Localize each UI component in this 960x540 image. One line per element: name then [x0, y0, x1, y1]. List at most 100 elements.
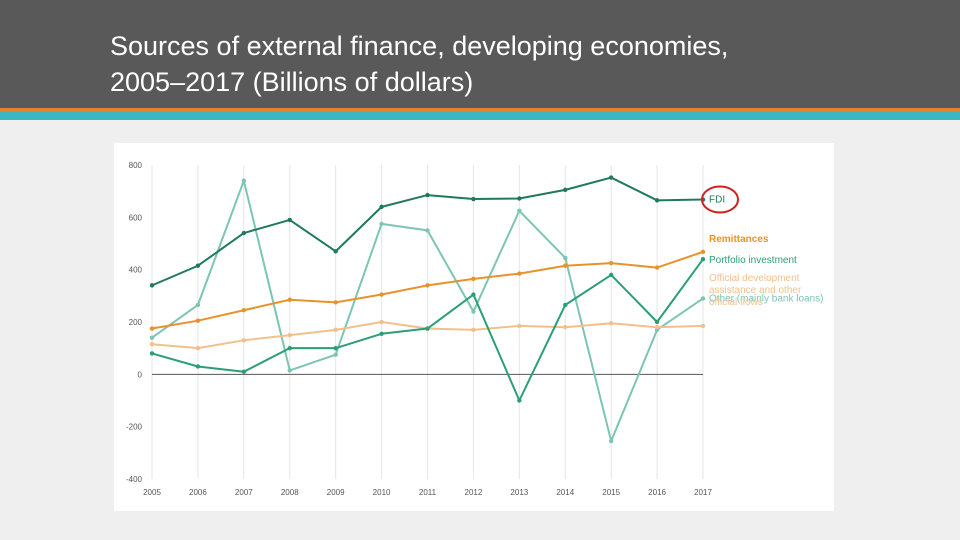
y-tick-label-600: 600	[129, 213, 143, 222]
data-point-official-development-assistance-and-other-official-flows-2012	[471, 327, 476, 333]
series-fdi	[149, 175, 706, 288]
x-tick-label-2005: 2005	[143, 488, 161, 497]
legend-label-remittances: Remittances	[709, 234, 769, 245]
y-tick-label-800: 800	[129, 161, 143, 170]
data-point-portfolio-investment-2012	[471, 292, 476, 297]
legend-layer: Other (mainly bank loans)Official develo…	[701, 185, 824, 308]
legend-label-line-portfolio-investment-1: Portfolio investment	[709, 255, 797, 266]
data-point-other-mainly-bank-loans-2012	[471, 309, 476, 314]
data-point-official-development-assistance-and-other-official-flows-2006	[195, 345, 201, 351]
legend-label-line-official-development-assistance-and-other-official-flows-2: assistance and other	[709, 285, 802, 296]
x-tick-label-2017: 2017	[694, 488, 712, 497]
data-point-other-mainly-bank-loans-2013	[517, 208, 522, 213]
data-point-other-mainly-bank-loans-2014	[563, 255, 568, 261]
series-portfolio-investment	[149, 257, 706, 403]
data-point-other-mainly-bank-loans-2017	[700, 296, 706, 301]
slide-title-line-1: Sources of external finance, developing …	[110, 31, 729, 61]
data-point-fdi-2015	[608, 175, 614, 180]
x-tick-label-2016: 2016	[648, 488, 666, 497]
data-point-remittances-2015	[608, 260, 614, 266]
data-point-portfolio-investment-2010	[379, 331, 384, 336]
data-point-portfolio-investment-2008	[287, 345, 292, 351]
legend-label-line-official-development-assistance-and-other-official-flows-1: Official development	[709, 273, 800, 284]
data-point-fdi-2012	[471, 196, 476, 202]
data-point-official-development-assistance-and-other-official-flows-2005	[149, 342, 155, 347]
highlight-circle	[701, 185, 739, 214]
y-tick-label--400: -400	[126, 475, 143, 484]
legend-label-other-mainly-bank-loans: Other (mainly bank loans)	[709, 293, 824, 304]
data-point-portfolio-investment-2015	[608, 272, 614, 278]
axis-layer: 2005 2006 2007 2008 2009 2010 2011 2012 2013 2014…	[126, 161, 712, 497]
chart-panel: 2005 2006 2007 2008 2009 2010 2011 2012 2013 2014…	[114, 143, 834, 511]
data-point-fdi-2016	[654, 198, 660, 203]
data-point-remittances-2011	[425, 283, 430, 288]
data-point-portfolio-investment-2007	[241, 369, 247, 374]
line-chart: 2005 2006 2007 2008 2009 2010 2011 2012 2013 2014…	[126, 161, 824, 497]
data-point-official-development-assistance-and-other-official-flows-2010	[379, 319, 384, 325]
data-point-other-mainly-bank-loans-2007	[241, 178, 247, 183]
y-tick-label--200: -200	[126, 423, 143, 432]
x-tick-label-2006: 2006	[189, 488, 207, 497]
data-point-remittances-2010	[379, 292, 384, 297]
series-layer	[149, 175, 706, 444]
y-tick-label-400: 400	[129, 266, 143, 275]
data-point-remittances-2006	[195, 318, 201, 323]
data-point-remittances-2005	[149, 326, 155, 331]
data-point-remittances-2012	[471, 276, 476, 282]
data-point-fdi-2009	[333, 249, 338, 254]
grid-layer	[151, 165, 704, 479]
data-point-official-development-assistance-and-other-official-flows-2009	[333, 327, 338, 333]
accent-stripe-orange	[0, 108, 960, 112]
legend-label-line-other-mainly-bank-loans-1: Other (mainly bank loans)	[709, 293, 824, 304]
legend-label-fdi: FDI	[709, 195, 725, 206]
data-point-remittances-2016	[654, 265, 660, 270]
legend-label-portfolio-investment: Portfolio investment	[709, 255, 797, 266]
x-tick-label-2010: 2010	[373, 488, 391, 497]
data-point-portfolio-investment-2017	[700, 257, 706, 262]
legend-label-line-official-development-assistance-and-other-official-flows-3: official flows	[709, 297, 763, 308]
x-tick-label-2013: 2013	[510, 488, 528, 497]
data-point-remittances-2007	[241, 308, 247, 313]
data-point-fdi-2013	[517, 196, 522, 201]
data-point-remittances-2008	[287, 297, 292, 302]
data-point-fdi-2011	[425, 192, 430, 198]
data-point-official-development-assistance-and-other-official-flows-2008	[287, 332, 292, 338]
data-point-official-development-assistance-and-other-official-flows-2013	[517, 323, 522, 329]
data-point-official-development-assistance-and-other-official-flows-2016	[654, 325, 660, 330]
data-point-official-development-assistance-and-other-official-flows-2014	[563, 325, 568, 330]
data-point-portfolio-investment-2011	[425, 326, 430, 331]
accent-stripe-teal	[0, 112, 960, 120]
data-point-official-development-assistance-and-other-official-flows-2015	[608, 321, 614, 326]
data-point-official-development-assistance-and-other-official-flows-2017	[700, 323, 706, 329]
data-point-other-mainly-bank-loans-2015	[608, 438, 614, 444]
slide-title-line-2: 2005–2017 (Billions of dollars)	[110, 67, 474, 97]
data-point-portfolio-investment-2014	[563, 302, 568, 308]
data-point-portfolio-investment-2006	[195, 364, 201, 369]
data-point-portfolio-investment-2016	[654, 319, 660, 325]
x-tick-label-2015: 2015	[602, 488, 620, 497]
data-point-fdi-2014	[563, 187, 568, 193]
x-tick-label-2009: 2009	[327, 488, 345, 497]
data-point-other-mainly-bank-loans-2008	[287, 368, 292, 373]
x-tick-label-2012: 2012	[465, 488, 483, 497]
data-point-other-mainly-bank-loans-2006	[195, 302, 201, 308]
data-point-remittances-2017	[700, 249, 706, 255]
data-point-fdi-2010	[379, 204, 384, 210]
x-tick-label-2011: 2011	[419, 488, 437, 497]
legend-label-official-development-assistance-and-other-official-flows: Official development assistance and other…	[709, 273, 802, 308]
data-point-remittances-2013	[517, 271, 522, 276]
data-point-other-mainly-bank-loans-2011	[425, 228, 430, 233]
series-other-mainly-bank-loans	[149, 178, 706, 444]
legend-label-line-remittances-1: Remittances	[709, 234, 769, 245]
x-tick-label-2007: 2007	[235, 488, 253, 497]
x-tick-label-2014: 2014	[556, 488, 574, 497]
data-point-fdi-2008	[287, 217, 292, 223]
data-point-fdi-2007	[241, 230, 247, 236]
slide-title: Sources of external finance, developing …	[110, 28, 728, 100]
data-point-remittances-2009	[333, 300, 338, 305]
data-point-remittances-2014	[563, 263, 568, 268]
y-tick-label-200: 200	[129, 318, 143, 327]
data-point-other-mainly-bank-loans-2010	[379, 221, 384, 227]
data-point-fdi-2005	[149, 283, 155, 288]
x-tick-label-2008: 2008	[281, 488, 299, 497]
